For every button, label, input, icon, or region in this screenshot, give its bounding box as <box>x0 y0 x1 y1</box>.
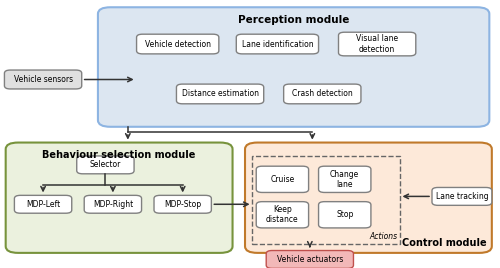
Text: Change
lane: Change lane <box>330 170 360 189</box>
FancyBboxPatch shape <box>266 251 354 268</box>
FancyBboxPatch shape <box>256 202 308 228</box>
Text: Behaviour selection module: Behaviour selection module <box>42 150 196 161</box>
Text: Lane tracking: Lane tracking <box>436 192 488 201</box>
Text: Crash detection: Crash detection <box>292 90 352 98</box>
FancyBboxPatch shape <box>318 166 371 192</box>
Text: Distance estimation: Distance estimation <box>182 90 258 98</box>
FancyBboxPatch shape <box>236 34 318 54</box>
Text: MDP-Right: MDP-Right <box>93 200 133 209</box>
Bar <box>252 156 400 244</box>
Text: Stop: Stop <box>336 210 353 219</box>
FancyBboxPatch shape <box>256 166 308 192</box>
Text: Keep
distance: Keep distance <box>266 205 298 225</box>
FancyBboxPatch shape <box>154 195 212 213</box>
FancyBboxPatch shape <box>76 156 134 174</box>
Text: MDP-Left: MDP-Left <box>26 200 60 209</box>
FancyBboxPatch shape <box>176 84 264 104</box>
FancyBboxPatch shape <box>338 32 416 56</box>
Text: Actions: Actions <box>369 232 397 241</box>
Text: Control module: Control module <box>402 238 487 248</box>
FancyBboxPatch shape <box>98 7 489 127</box>
Text: Visual lane
detection: Visual lane detection <box>356 34 398 54</box>
Text: Cruise: Cruise <box>270 175 294 184</box>
FancyBboxPatch shape <box>84 195 141 213</box>
Text: Lane identification: Lane identification <box>242 40 313 49</box>
FancyBboxPatch shape <box>136 34 219 54</box>
Text: Vehicle detection: Vehicle detection <box>144 40 210 49</box>
FancyBboxPatch shape <box>4 70 82 89</box>
Text: Perception module: Perception module <box>238 15 350 25</box>
Text: MDP-Stop: MDP-Stop <box>164 200 201 209</box>
Text: Vehicle actuators: Vehicle actuators <box>276 255 343 264</box>
Text: Selector: Selector <box>90 160 121 169</box>
FancyBboxPatch shape <box>284 84 361 104</box>
FancyBboxPatch shape <box>245 143 492 253</box>
FancyBboxPatch shape <box>318 202 371 228</box>
FancyBboxPatch shape <box>432 188 492 205</box>
Text: Vehicle sensors: Vehicle sensors <box>14 75 72 84</box>
FancyBboxPatch shape <box>6 143 232 253</box>
FancyBboxPatch shape <box>14 195 72 213</box>
